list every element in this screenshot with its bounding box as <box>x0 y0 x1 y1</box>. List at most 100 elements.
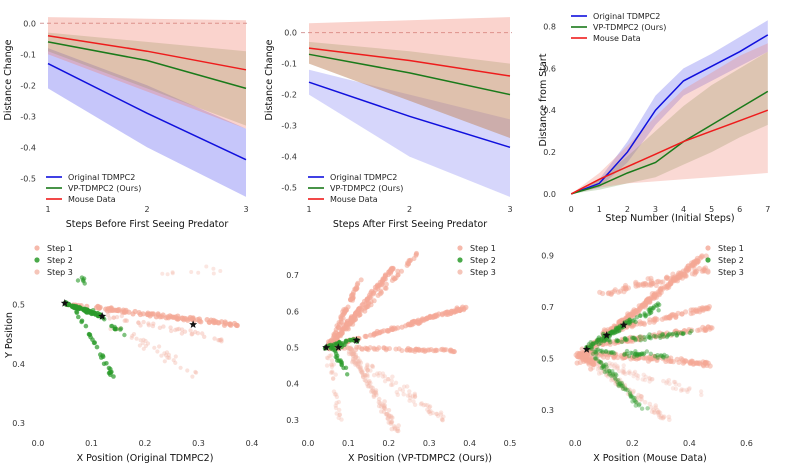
scatter-point <box>106 365 112 371</box>
scatter-point <box>605 374 611 379</box>
scatter-point <box>621 386 626 391</box>
legend-marker <box>705 257 711 263</box>
scatter-point <box>685 389 690 394</box>
scatter-point <box>602 369 608 375</box>
scatter-point <box>423 402 428 408</box>
scatter-point <box>361 374 366 380</box>
legend-label: Original TDMPC2 <box>593 12 660 21</box>
scatter-point <box>607 339 613 345</box>
scatter-point <box>173 327 178 333</box>
scatter-point <box>354 354 359 360</box>
scatter-point <box>359 370 365 375</box>
scatter-point <box>392 426 398 432</box>
scatter-point <box>629 395 634 400</box>
legend-marker <box>457 245 463 251</box>
series-line <box>47 62 247 161</box>
scatter-point <box>586 342 592 347</box>
scatter-point <box>592 355 598 361</box>
scatter-point <box>169 328 174 334</box>
scatter-point <box>637 334 643 339</box>
scatter-point <box>670 331 676 337</box>
scatter-point <box>624 337 629 342</box>
scatter-point <box>609 377 614 383</box>
scatter-point <box>194 370 199 375</box>
scatter-point <box>389 415 394 420</box>
y-tick-label: -0.3 <box>281 122 297 131</box>
scatter-point <box>384 412 390 417</box>
scatter-point <box>616 383 621 389</box>
scatter-point <box>681 387 686 393</box>
scatter-point <box>657 410 663 416</box>
scatter-point <box>621 367 626 372</box>
scatter-point <box>655 355 660 360</box>
scatter-point <box>356 313 362 319</box>
scatter-point <box>598 348 603 354</box>
scatter-point <box>347 337 353 343</box>
scatter-point <box>369 363 375 369</box>
scatter-point <box>642 400 648 405</box>
scatter-point <box>616 339 622 345</box>
scatter-point <box>366 294 373 301</box>
scatter-point <box>641 334 647 340</box>
panel-4-xlabel: X Position (Original TDMPC2) <box>77 453 214 464</box>
scatter-point <box>167 355 172 360</box>
legend-label: VP-TDMPC2 (Ours) <box>593 23 666 32</box>
scatter-point <box>606 368 611 374</box>
scatter-point <box>82 306 88 312</box>
scatter-point <box>673 382 678 387</box>
scatter-point <box>360 372 366 378</box>
scatter-point <box>597 359 602 365</box>
scatter-point <box>634 315 640 320</box>
panel-6-xlabel: X Position (Mouse Data) <box>593 453 706 464</box>
scatter-point <box>600 364 606 370</box>
scatter-point <box>349 349 354 354</box>
scatter-point <box>619 381 624 387</box>
scatter-point <box>394 390 399 395</box>
scatter-point <box>607 368 612 373</box>
scatter-point <box>426 409 431 414</box>
scatter-point <box>373 389 378 395</box>
scatter-point <box>647 334 653 340</box>
scatter-point <box>600 350 605 355</box>
scatter-point <box>674 332 679 338</box>
scatter-point <box>636 352 641 357</box>
scatter-point <box>349 351 355 357</box>
scatter-point <box>619 383 624 388</box>
scatter-point <box>610 350 615 355</box>
scatter-point <box>371 394 377 400</box>
scatter-point <box>440 418 445 423</box>
y-tick-label: 0.4 <box>543 106 556 115</box>
scatter-point <box>348 346 354 352</box>
scatter-point <box>609 350 614 355</box>
scatter-point <box>342 342 347 348</box>
scatter-point <box>363 378 369 384</box>
scatter-point <box>620 383 626 389</box>
scatter-point <box>395 428 401 434</box>
scatter-point <box>613 377 619 383</box>
scatter-point <box>679 330 684 336</box>
scatter-point <box>412 394 418 400</box>
scatter-point <box>365 363 370 368</box>
scatter-point <box>337 412 342 418</box>
scatter-point <box>598 360 603 365</box>
scatter-point <box>600 364 605 370</box>
scatter-point <box>371 393 377 398</box>
scatter-point <box>686 387 692 392</box>
scatter-point <box>661 354 666 359</box>
scatter-point <box>378 401 383 406</box>
scatter-point <box>234 322 240 328</box>
scatter-point <box>616 378 621 383</box>
x-tick-label: 2 <box>625 205 630 214</box>
y-tick-label: 0.7 <box>541 303 554 312</box>
scatter-point <box>107 316 112 321</box>
scatter-point <box>428 408 433 414</box>
scatter-point <box>360 374 366 379</box>
scatter-point <box>354 284 359 290</box>
scatter-point <box>616 382 621 387</box>
scatter-point <box>329 358 335 363</box>
scatter-point <box>390 415 395 421</box>
legend-label: Mouse Data <box>68 195 116 204</box>
scatter-point <box>634 352 640 357</box>
scatter-point <box>382 405 387 411</box>
scatter-point <box>622 351 627 357</box>
